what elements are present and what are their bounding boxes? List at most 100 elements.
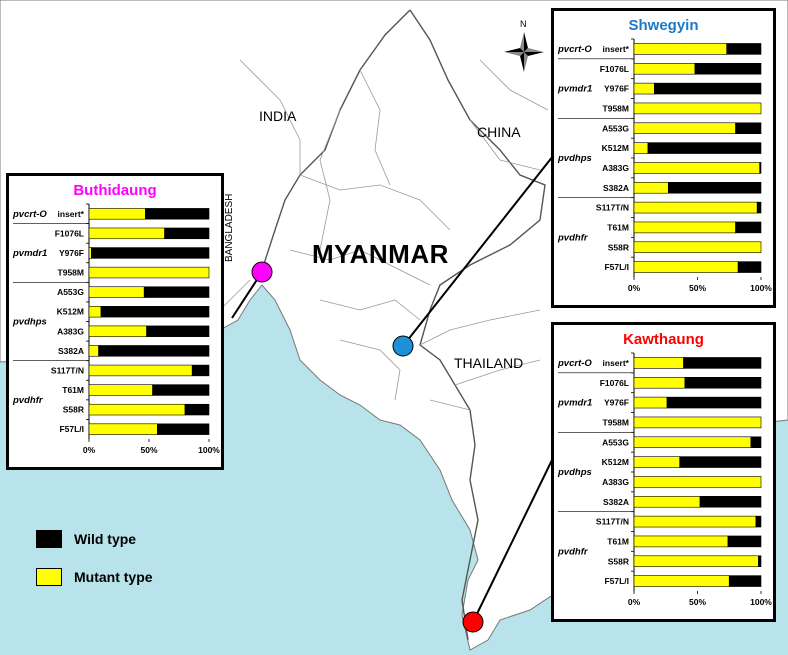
bar-wild-s382a (699, 495, 762, 508)
category-label-s117t-n: S117T/N (596, 203, 629, 213)
shwegyin-bar-chart: insert* F1076L Y976F T958M A553G K512M A383G S3… (557, 38, 772, 293)
category-label-k512m: K512M (57, 307, 84, 317)
bar-mutant-t958m (88, 266, 210, 279)
bar-mutant-insert (633, 357, 684, 369)
bar-mutant-f1076l (88, 227, 165, 240)
shwegyin-title: Shwegyin (628, 17, 699, 34)
category-label-s382a: S382A (603, 497, 629, 507)
bar-wild-t61m (727, 535, 762, 548)
buthidaung-chart-panel: Buthidaung insert* F1076L Y976F T958M A553G K… (6, 173, 224, 470)
mutant-legend-label: Mutant type (74, 569, 153, 585)
site-marker-shwegyin[interactable] (392, 335, 414, 357)
bar-wild-f1076l (684, 376, 762, 389)
gene-label-pvdhps: pvdhps (12, 317, 47, 328)
bar-wild-f1076l (164, 227, 210, 240)
myanmar-label: MYANMAR (312, 239, 449, 269)
category-label-f57l-i: F57L/I (604, 262, 629, 272)
bar-wild-t61m (735, 221, 762, 234)
bar-mutant-s117t-n (633, 201, 758, 214)
kawthaung-chart-panel: Kawthaung insert* F1076L Y976F T958M A553G K5… (551, 322, 776, 622)
category-label-insert: insert* (58, 209, 85, 219)
category-label-t958m: T958M (603, 417, 629, 427)
x-tick-label-0: 0% (628, 283, 641, 293)
category-label-f57l-i: F57L/I (59, 424, 84, 434)
category-label-t958m: T958M (603, 103, 629, 113)
x-tick-label-0: 0% (628, 597, 641, 607)
bar-mutant-t61m (88, 384, 153, 396)
bar-wild-s382a (98, 345, 210, 357)
bar-mutant-s382a (633, 495, 701, 508)
thailand-label: THAILAND (454, 355, 524, 371)
bar-mutant-t61m (633, 535, 729, 548)
bar-wild-f57l-i (157, 423, 210, 435)
mutant-swatch (36, 568, 62, 586)
bar-wild-f1076l (694, 62, 762, 75)
bar-mutant-f1076l (633, 62, 696, 75)
bar-wild-a553g (735, 122, 762, 135)
category-label-a383g: A383G (602, 477, 629, 487)
bar-mutant-s117t-n (633, 515, 757, 528)
legend-mutant: Mutant type (36, 568, 153, 586)
category-label-k512m: K512M (602, 143, 629, 153)
legend-wild: Wild type (36, 530, 136, 548)
bar-mutant-t958m (633, 102, 762, 115)
bar-wild-y976f (91, 247, 210, 259)
gene-label-pvdhps: pvdhps (557, 153, 592, 164)
bar-mutant-a553g (633, 122, 736, 135)
site-marker-buthidaung[interactable] (251, 261, 273, 283)
category-label-a383g: A383G (57, 326, 84, 336)
x-tick-label-0: 0% (83, 445, 96, 455)
bar-mutant-s58r (633, 555, 759, 568)
category-label-k512m: K512M (602, 457, 629, 467)
gene-label-pvdhfr: pvdhfr (12, 395, 44, 406)
bar-wild-insert (726, 43, 762, 55)
bar-wild-y976f (654, 82, 762, 95)
compass-north-label: N (520, 19, 527, 29)
gene-label-pvdhfr: pvdhfr (557, 546, 589, 557)
bar-mutant-insert (633, 43, 728, 55)
x-tick-label-50: 50% (689, 597, 706, 607)
category-label-f1076l: F1076L (600, 378, 629, 388)
category-label-s58r: S58R (608, 556, 629, 566)
bar-mutant-t61m (633, 221, 736, 234)
bar-mutant-a553g (88, 286, 145, 298)
bar-wild-y976f (666, 396, 762, 409)
kawthaung-bar-chart: insert* F1076L Y976F T958M A553G K512M A383G S3… (557, 352, 772, 607)
bar-wild-t61m (152, 384, 210, 396)
bar-wild-insert (683, 357, 762, 369)
gene-label-pvmdr1: pvmdr1 (12, 248, 47, 259)
bar-wild-s382a (667, 181, 762, 194)
x-tick-label-100: 100% (750, 283, 772, 293)
bar-mutant-a383g (633, 162, 761, 174)
bar-mutant-s58r (633, 241, 762, 254)
buthidaung-title: Buthidaung (73, 182, 157, 199)
gene-label-pvdhfr: pvdhfr (557, 232, 589, 243)
bar-wild-a553g (143, 286, 210, 298)
category-label-a553g: A553G (57, 287, 84, 297)
bar-wild-s58r (184, 403, 210, 416)
bar-wild-a383g (759, 162, 762, 174)
category-label-s58r: S58R (608, 242, 629, 252)
site-marker-kawthaung[interactable] (462, 611, 484, 633)
gene-label-pvmdr1: pvmdr1 (557, 84, 592, 95)
category-label-a553g: A553G (602, 437, 629, 447)
category-label-y976f: Y976F (59, 248, 84, 258)
category-label-s117t-n: S117T/N (596, 517, 629, 527)
category-label-f57l-i: F57L/I (604, 576, 629, 586)
bar-wild-s117t-n (756, 201, 762, 214)
gene-label-pvmdr1: pvmdr1 (557, 398, 592, 409)
x-tick-label-50: 50% (140, 445, 157, 455)
bar-mutant-a383g (633, 476, 762, 488)
bar-wild-f57l-i (737, 261, 762, 273)
shwegyin-chart-panel: Shwegyin insert* F1076L Y976F T958M A553G K51… (551, 8, 776, 308)
wild-swatch (36, 530, 62, 548)
bar-wild-f57l-i (728, 575, 762, 587)
bar-wild-s117t-n (755, 515, 762, 528)
category-label-t958m: T958M (58, 268, 84, 278)
bar-mutant-insert (88, 208, 146, 220)
bar-mutant-k512m (633, 456, 681, 468)
x-tick-label-100: 100% (750, 597, 772, 607)
compass-rose-icon (504, 32, 544, 72)
bar-mutant-t958m (633, 416, 762, 429)
bar-mutant-f57l-i (633, 575, 730, 587)
